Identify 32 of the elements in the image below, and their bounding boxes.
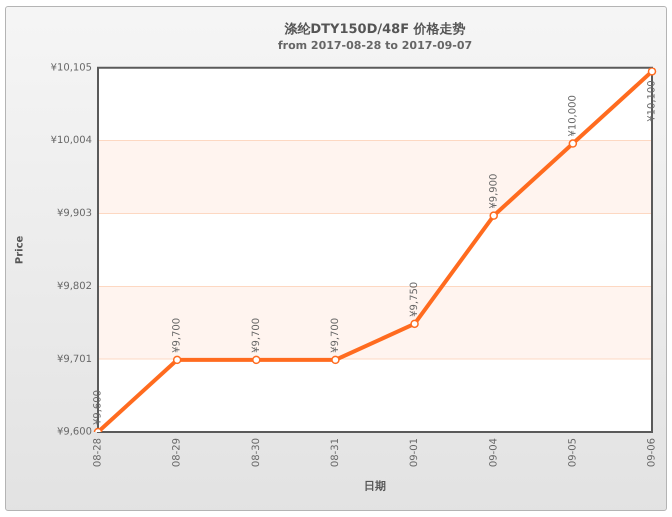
data-label: ¥9,700 <box>330 318 342 353</box>
chart-subtitle: from 2017-08-28 to 2017-09-07 <box>278 39 472 52</box>
x-tick-label: 09-01 <box>409 438 420 468</box>
y-tick-label: ¥10,004 <box>50 135 92 146</box>
y-tick-label: ¥10,105 <box>50 62 92 74</box>
point <box>568 139 578 148</box>
x-tick-label: 08-31 <box>330 438 342 468</box>
y-axis-title: Price <box>14 235 26 264</box>
x-tick-label: 09-05 <box>567 438 578 468</box>
x-tick-label: 08-29 <box>172 438 183 468</box>
chart-title: 涤纶DTY150D/48F 价格走势 <box>283 21 466 38</box>
y-tick-label: ¥9,802 <box>57 280 92 292</box>
data-label: ¥9,700 <box>250 318 262 353</box>
x-axis-title: 日期 <box>364 479 386 492</box>
x-tick-label: 09-06 <box>646 438 658 468</box>
y-tick-label: ¥9,701 <box>57 354 92 365</box>
data-label: ¥9,750 <box>409 282 420 317</box>
point <box>252 356 261 364</box>
point <box>648 68 656 76</box>
x-tick-label: 08-30 <box>250 438 262 468</box>
point <box>489 211 498 220</box>
data-label: ¥9,700 <box>172 318 183 353</box>
y-tick-label: ¥9,903 <box>57 208 92 220</box>
x-tick-label: 08-28 <box>92 438 104 468</box>
point <box>331 356 340 364</box>
point <box>410 320 419 328</box>
point <box>172 356 182 364</box>
y-tick-label: ¥9,600 <box>57 426 92 438</box>
data-label: ¥9,900 <box>488 174 500 209</box>
x-tick-label: 09-04 <box>488 438 500 468</box>
data-label: ¥10,000 <box>567 95 578 137</box>
data-label: ¥10,100 <box>646 80 658 122</box>
